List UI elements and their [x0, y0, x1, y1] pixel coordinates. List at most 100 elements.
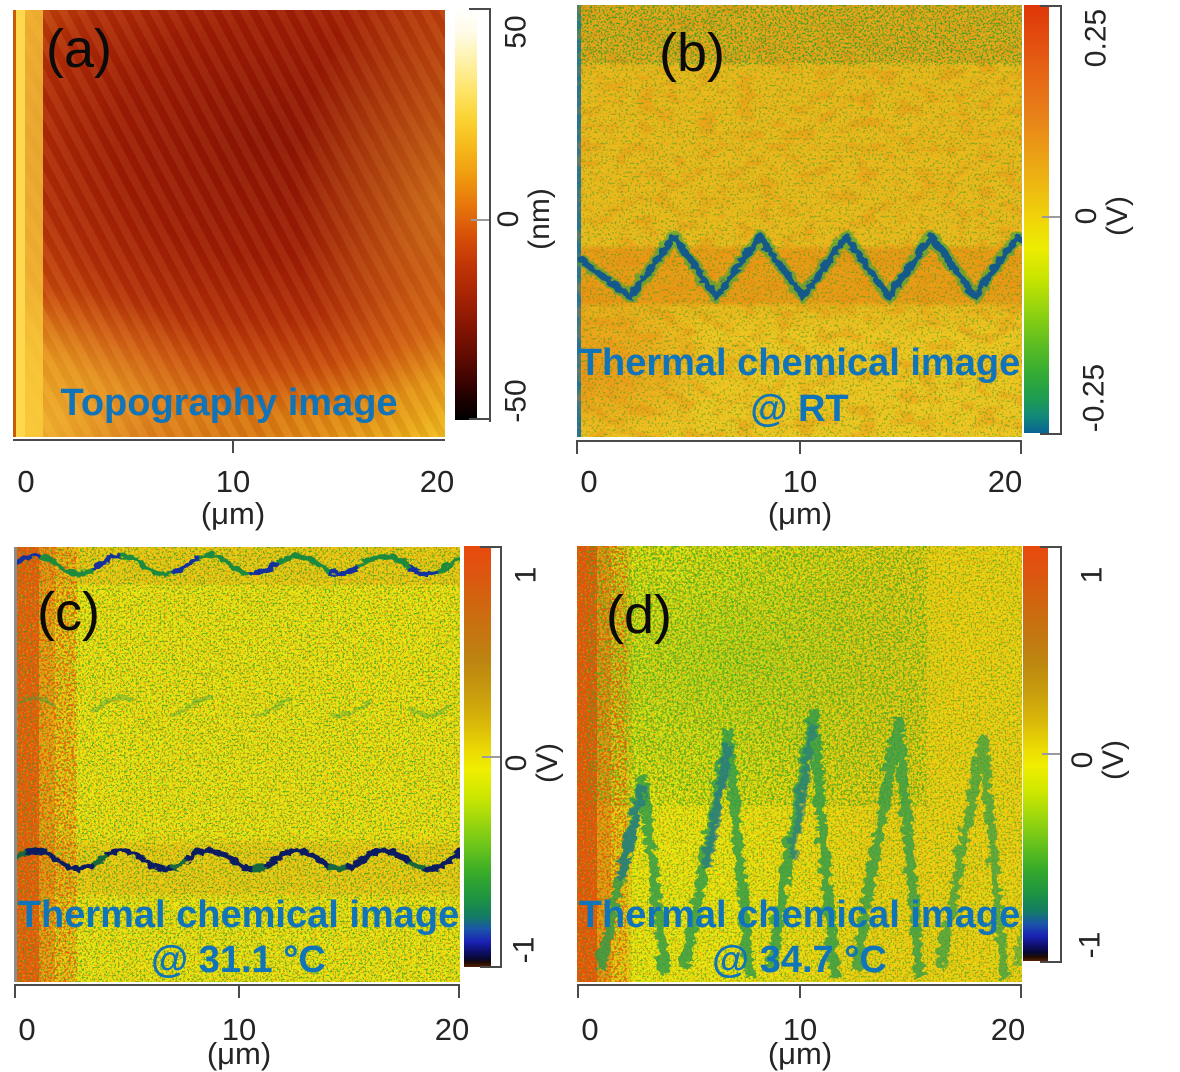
colorbar-b-tick-top: [1040, 5, 1060, 7]
colorbar-c-axis-line: [500, 546, 502, 968]
x-axis-d-label-10: 10: [782, 1012, 818, 1047]
colorbar-b-label-max: 0.25: [1079, 8, 1113, 68]
x-axis-a-unit: (μm): [200, 496, 266, 531]
caption-topography: Topography image: [60, 382, 398, 424]
x-axis-d-label-0: 0: [581, 1012, 599, 1047]
red-speckle-left-band-c: [17, 547, 77, 982]
tooth-2: [677, 725, 752, 975]
colorbar-a-tick-top: [469, 8, 489, 10]
x-axis-c-unit: (μm): [206, 1036, 272, 1071]
green-speckle-b-top: [577, 5, 1022, 65]
colorbar-a-label-max: 50: [499, 15, 533, 49]
colorbar-d-label-zero: 0 (V): [1066, 740, 1130, 780]
colorbar-c-unit: (V): [531, 743, 564, 783]
colorbar-a-zero-value: 0: [492, 210, 525, 228]
x-axis-a-label-0: 0: [17, 464, 35, 499]
colorbar-a-label-min: -50: [499, 379, 533, 423]
colorbar-c-zero-value: 0: [500, 754, 533, 772]
colorbar-c-tick-bottom: [480, 966, 500, 968]
x-axis-c-label-20: 20: [434, 1012, 470, 1047]
x-axis-d-label-20: 20: [990, 1012, 1026, 1047]
colorbar-d-zero-value: 0: [1066, 751, 1099, 769]
tooth-3-teal-accent: [785, 721, 814, 857]
afm-image-thermal-31c: (c) Thermal chemical image @ 31.1 °C: [14, 547, 460, 982]
colorbar-b-tick-mid: [1042, 216, 1060, 218]
x-axis-b-tick-10: [799, 442, 801, 454]
tooth-1-teal-accent: [612, 782, 645, 878]
caption-thermal-31c-line2: @ 31.1 °C: [151, 939, 326, 981]
caption-thermal-31c-line1: Thermal chemical image: [17, 894, 460, 936]
x-axis-b-tick-0: [576, 442, 578, 454]
colorbar-c-label-max: 1: [509, 566, 543, 584]
afm-noise-overlay-c: [17, 547, 460, 982]
colorbar-d-unit: (V): [1097, 740, 1130, 780]
x-axis-a-tick-10: [232, 441, 234, 453]
tooth-3: [762, 705, 837, 977]
colorbar-b-label-min: -0.25: [1077, 363, 1111, 433]
colorbar-c-tick-top: [480, 546, 500, 548]
x-axis-b-label-0: 0: [580, 464, 598, 499]
x-axis-b-line: [576, 440, 1022, 442]
caption-thermal-34c-line2: @ 34.7 °C: [712, 939, 887, 981]
tooth-2-teal-accent: [698, 739, 730, 867]
colorbar-a: [455, 8, 477, 420]
afm-image-thermal-34c: (d) Thermal chemical image @ 34.7 °C: [577, 546, 1022, 982]
caption-thermal-rt-line2: @ RT: [750, 388, 849, 430]
colorbar-a-label-zero: 0 (nm): [492, 188, 556, 250]
zigzag-teeth-d: [592, 705, 1022, 977]
colorbar-d-tick-top: [1040, 546, 1060, 548]
colorbar-c-tick-mid: [482, 756, 500, 758]
x-axis-a-label-20: 20: [419, 464, 455, 499]
colorbar-d-tick-mid: [1042, 753, 1060, 755]
x-axis-c-tick-0: [14, 986, 16, 998]
caption-thermal-rt-line1: Thermal chemical image: [578, 342, 1021, 384]
colorbar-d-label-max: 1: [1075, 566, 1109, 584]
x-axis-d-tick-10: [799, 986, 801, 998]
afm-image-topography: (a) Topography image: [13, 10, 445, 437]
colorbar-b-axis-line: [1060, 5, 1062, 435]
x-axis-b-unit: (μm): [767, 496, 833, 531]
colorbar-d-axis-line: [1060, 546, 1062, 963]
x-axis-d-unit: (μm): [767, 1036, 833, 1071]
tooth-6-partial: [1011, 887, 1022, 962]
panel-letter-b: (b): [659, 23, 725, 83]
x-axis-c-line: [14, 984, 460, 986]
panel-letter-a: (a): [46, 19, 112, 79]
x-axis-c-label-10: 10: [221, 1012, 257, 1047]
tooth-4: [847, 713, 922, 975]
colorbar-b-unit: (V): [1101, 196, 1134, 236]
x-axis-a-label-10: 10: [215, 464, 251, 499]
colorbar-b-tick-bottom: [1040, 433, 1060, 435]
colorbar-d-label-min: -1: [1073, 931, 1107, 959]
colorbar-a-unit: (nm): [523, 188, 556, 250]
panel-letter-d: (d): [606, 585, 672, 645]
x-axis-b-label-10: 10: [782, 464, 818, 499]
colorbar-b: [1024, 5, 1049, 433]
orange-speckle-c: [17, 547, 460, 982]
colorbar-a-axis-line: [489, 8, 491, 422]
x-axis-d-tick-0: [577, 986, 579, 998]
x-axis-d-line: [577, 984, 1022, 986]
colorbar-c-label-min: -1: [507, 936, 541, 964]
green-speckle-b: [577, 5, 1022, 437]
x-axis-c-tick-10: [238, 986, 240, 998]
colorbar-d-tick-bottom: [1040, 961, 1060, 963]
colorbar-a-tick-mid: [471, 219, 489, 221]
x-axis-c-tick-20: [458, 986, 460, 998]
panel-letter-c: (c): [37, 582, 100, 642]
x-axis-a-line: [13, 439, 445, 441]
tooth-5: [932, 733, 1007, 977]
colorbar-c-label-zero: 0 (V): [500, 743, 564, 783]
colorbar-a-tick-bottom: [469, 418, 489, 420]
x-axis-c-label-0: 0: [18, 1012, 36, 1047]
afm-noise-overlay-d: [577, 546, 1022, 982]
colorbar-b-label-zero: 0 (V): [1070, 196, 1134, 236]
zigzag-pattern-b: [577, 228, 1022, 302]
caption-thermal-34c-line1: Thermal chemical image: [578, 894, 1021, 936]
x-axis-b-tick-20: [1020, 442, 1022, 454]
tooth-1: [592, 770, 667, 972]
colorbar-b-zero-value: 0: [1070, 207, 1103, 225]
x-axis-b-label-20: 20: [987, 464, 1023, 499]
afm-image-thermal-rt: (b) Thermal chemical image @ RT: [577, 5, 1022, 437]
